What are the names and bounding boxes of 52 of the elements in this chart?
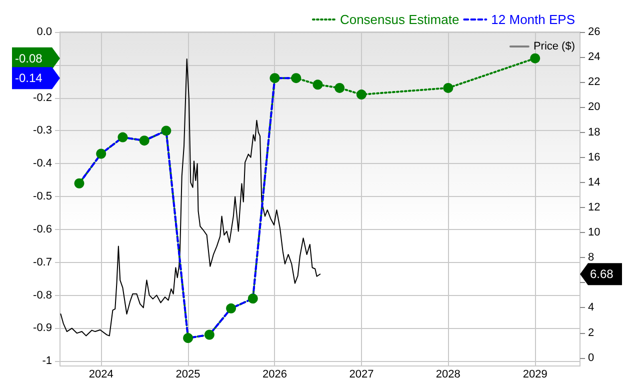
y2-tick-label: 24 — [588, 51, 600, 64]
point — [248, 294, 258, 304]
point — [74, 178, 84, 188]
y2-tick-label: 26 — [588, 26, 600, 38]
y-tick-label: -1 — [42, 355, 52, 368]
legend-label: 12 Month EPS — [491, 12, 576, 27]
point — [356, 90, 366, 100]
y2-tick-label: 0 — [588, 352, 594, 364]
y2-tick-label: 22 — [588, 76, 600, 88]
point — [270, 73, 280, 84]
line-series — [60, 58, 321, 336]
legend-label: Consensus Estimate — [340, 12, 460, 27]
point — [204, 330, 214, 340]
point — [226, 303, 236, 314]
y2-tick-label: 18 — [588, 126, 600, 138]
point — [291, 73, 302, 84]
y-tick-label: 0.0 — [36, 26, 52, 38]
y2-tick-label: 20 — [588, 101, 600, 114]
x-tick-label: 2028 — [436, 368, 460, 380]
y2-tick-label: 12 — [588, 201, 600, 214]
x-tick-label: 2026 — [262, 368, 287, 380]
point — [334, 82, 345, 93]
point — [443, 82, 454, 93]
text: -0.08 — [15, 51, 43, 66]
x-tick-label: 2027 — [349, 368, 374, 380]
x-tick-label: 2025 — [176, 368, 200, 380]
y-tick-label: -0.3 — [33, 124, 52, 137]
point — [161, 126, 172, 136]
x-tick-label: 2029 — [522, 368, 548, 380]
y2-tick-label: 10 — [588, 226, 600, 239]
y-tick-label: -0.8 — [33, 289, 52, 302]
y2-tick-label: 4 — [588, 302, 594, 314]
y2-tick-label: 8 — [588, 252, 594, 264]
point — [312, 80, 323, 90]
y-tick-label: -0.4 — [33, 158, 52, 170]
y2-tick-label: 2 — [588, 326, 594, 339]
y-tick-label: -0.6 — [33, 223, 52, 236]
y2-tick-label: 14 — [588, 176, 600, 188]
text: Price ($) — [533, 40, 575, 52]
point — [183, 333, 194, 344]
y-tick-label: -0.7 — [33, 256, 52, 268]
point — [530, 53, 540, 64]
point — [139, 136, 150, 146]
text: -0.14 — [15, 71, 43, 86]
y-tick-label: -0.2 — [33, 92, 52, 104]
text: 6.68 — [590, 267, 614, 282]
point — [118, 132, 128, 142]
point — [96, 148, 106, 159]
y2-tick-label: 16 — [588, 151, 600, 164]
x-tick-label: 2024 — [88, 368, 114, 380]
y-tick-label: -0.5 — [33, 190, 52, 203]
y-tick-label: -0.9 — [33, 322, 52, 334]
